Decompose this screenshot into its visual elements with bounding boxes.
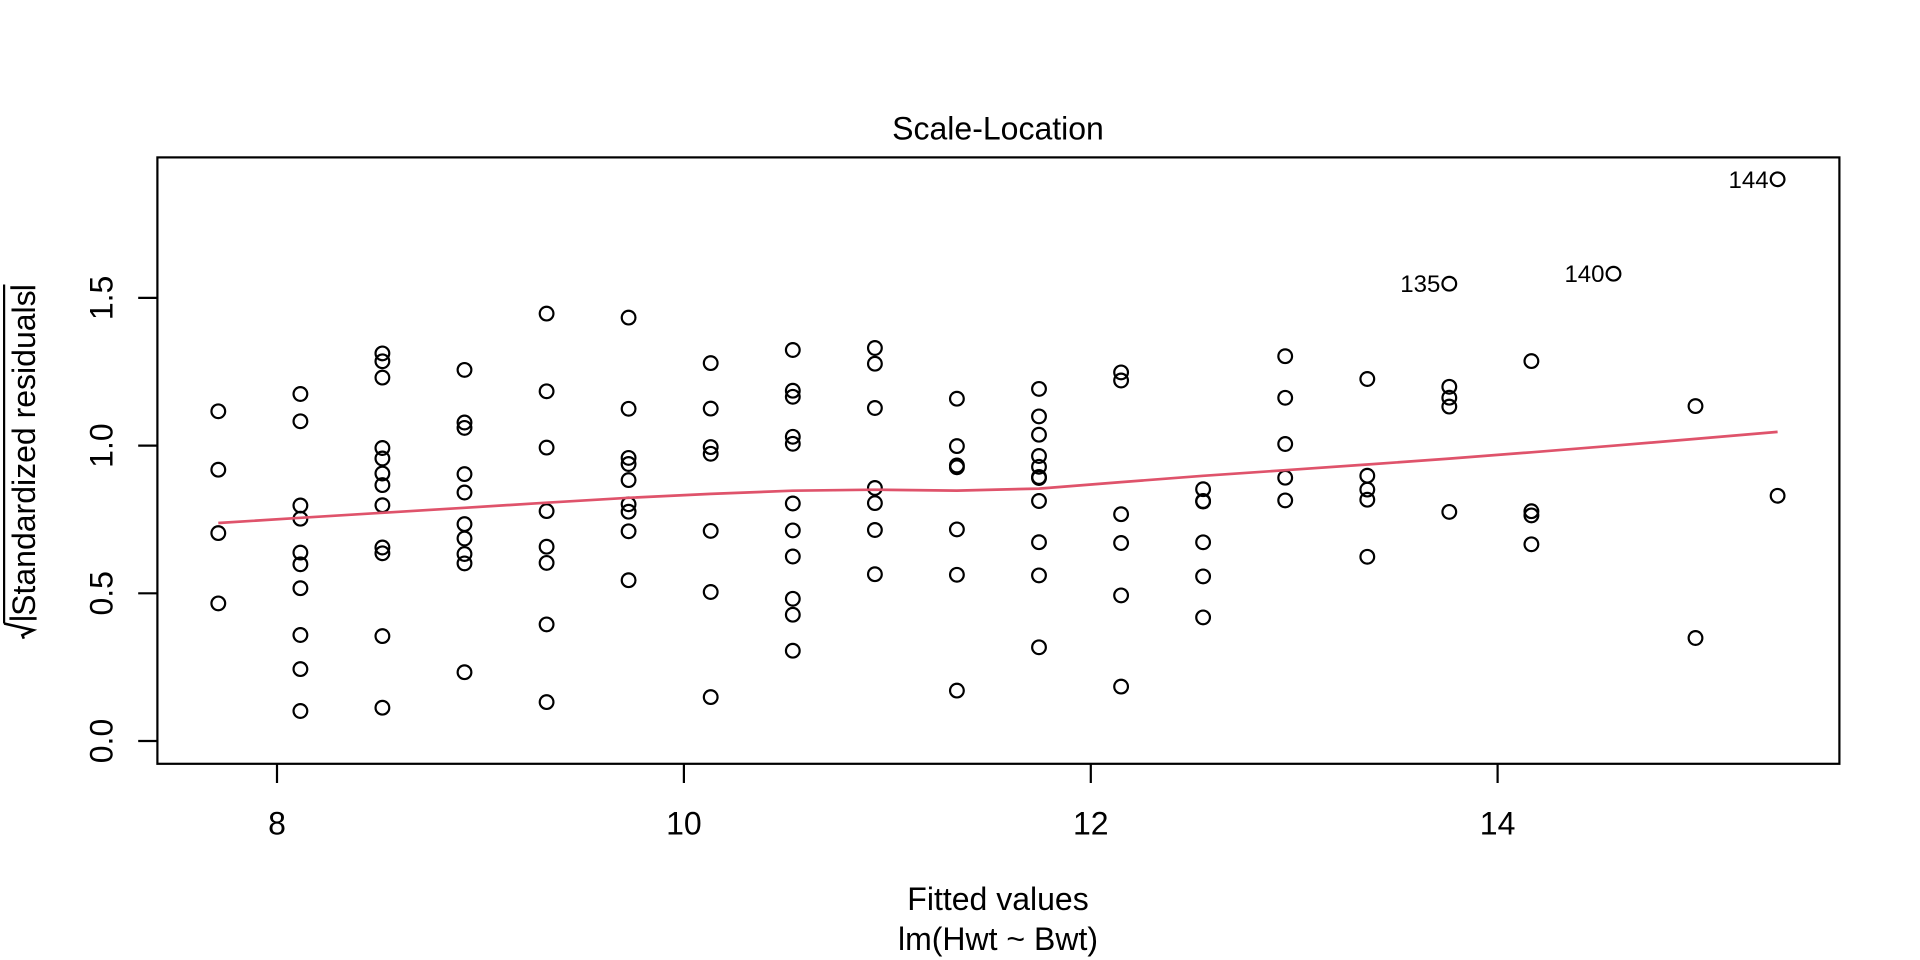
svg-text:0.5: 0.5 — [84, 571, 120, 615]
svg-text:1.0: 1.0 — [84, 423, 120, 467]
svg-text:14: 14 — [1480, 806, 1516, 842]
svg-text:140: 140 — [1564, 261, 1604, 288]
svg-text:1.5: 1.5 — [84, 276, 120, 320]
svg-text:Scale-Location: Scale-Location — [892, 110, 1104, 146]
svg-text:135: 135 — [1400, 271, 1440, 298]
svg-text:8: 8 — [268, 806, 286, 842]
svg-text:0.0: 0.0 — [84, 719, 120, 763]
svg-text:lm(Hwt ~ Bwt): lm(Hwt ~ Bwt) — [898, 921, 1098, 957]
svg-text:12: 12 — [1073, 806, 1109, 842]
svg-text:Fitted values: Fitted values — [907, 881, 1088, 917]
svg-text:10: 10 — [666, 806, 702, 842]
svg-text:Standardized residuals: Standardized residuals — [6, 290, 42, 616]
svg-text:144: 144 — [1729, 167, 1769, 194]
